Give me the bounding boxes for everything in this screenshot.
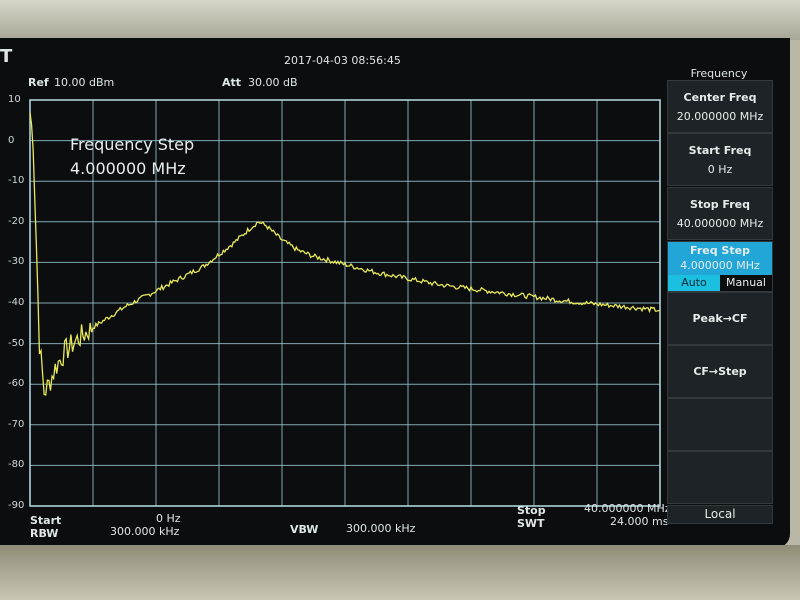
- analyzer-screen: [0, 38, 790, 548]
- softkey-start-freq[interactable]: Start Freq 0 Hz: [667, 133, 773, 186]
- vbw-value: 300.000 kHz: [346, 522, 416, 535]
- softkey-value: 0 Hz: [707, 163, 733, 176]
- spectrum-trace: [29, 112, 661, 396]
- swt-label: SWT: [517, 517, 545, 530]
- plot-border: [29, 99, 661, 507]
- softkey-value: 4.000000 MHz: [680, 259, 760, 272]
- y-tick-label: 10: [8, 94, 21, 105]
- y-tick-label: -60: [8, 378, 25, 390]
- stop-label: Stop: [517, 504, 546, 517]
- softkey-stop-freq[interactable]: Stop Freq 40.000000 MHz: [667, 187, 773, 240]
- att-label: Att: [222, 76, 242, 89]
- softkey-cf-to-step[interactable]: CF→Step: [667, 345, 773, 398]
- rbw-label: RBW: [30, 527, 59, 540]
- swt-value: 24.000 ms: [610, 515, 669, 528]
- y-tick-label: -40: [8, 297, 25, 308]
- vbw-label: VBW: [290, 523, 319, 536]
- softkey-label: Center Freq: [683, 91, 757, 104]
- instrument-bezel-bottom: [0, 545, 800, 600]
- softkey-label: CF→Step: [693, 365, 747, 378]
- overlay-title: Frequency Step: [70, 135, 195, 154]
- local-button[interactable]: Local: [667, 505, 773, 524]
- stop-value: 40.000000 MHz: [584, 502, 671, 515]
- y-tick-label: -20: [8, 215, 25, 227]
- softkey-label: Start Freq: [688, 144, 752, 157]
- rbw-value: 300.000 kHz: [110, 525, 180, 538]
- toggle-manual[interactable]: Manual: [720, 275, 772, 291]
- softkey-peak-to-cf[interactable]: Peak→CF: [667, 292, 773, 345]
- menu-title: Frequency: [690, 67, 748, 80]
- y-tick-label: -50: [8, 337, 25, 349]
- y-tick-label: -80: [8, 459, 25, 471]
- ref-label: Ref: [28, 76, 49, 89]
- y-tick-label: 0: [8, 134, 15, 146]
- softkey-empty-1[interactable]: [667, 398, 773, 451]
- softkey-label: Stop Freq: [689, 198, 750, 211]
- y-tick-label: -10: [8, 175, 25, 187]
- softkey-center-freq[interactable]: Center Freq 20.000000 MHz: [667, 80, 773, 133]
- att-value: 30.00 dB: [248, 76, 298, 89]
- ref-value: 10.00 dBm: [54, 76, 115, 89]
- start-value: 0 Hz: [156, 512, 181, 525]
- logo-fragment: T: [0, 46, 13, 67]
- y-tick-label: -70: [8, 418, 25, 430]
- softkey-value: 40.000000 MHz: [676, 217, 764, 230]
- y-tick-label: -30: [8, 256, 25, 268]
- softkey-freq-step[interactable]: Freq Step 4.000000 MHz Auto Manual: [667, 241, 773, 292]
- softkey-value: 20.000000 MHz: [676, 110, 764, 123]
- y-tick-label: -90: [8, 500, 25, 511]
- overlay-value: 4.000000 MHz: [70, 159, 186, 178]
- start-label: Start: [30, 514, 62, 527]
- softkey-label: Freq Step: [690, 244, 750, 257]
- auto-manual-toggle[interactable]: Auto Manual: [668, 275, 772, 291]
- toggle-auto[interactable]: Auto: [668, 275, 720, 291]
- instrument-bezel-top: [0, 0, 800, 40]
- datetime: 2017-04-03 08:56:45: [284, 54, 401, 67]
- softkey-label: Peak→CF: [692, 312, 748, 325]
- softkey-empty-2[interactable]: [667, 451, 773, 504]
